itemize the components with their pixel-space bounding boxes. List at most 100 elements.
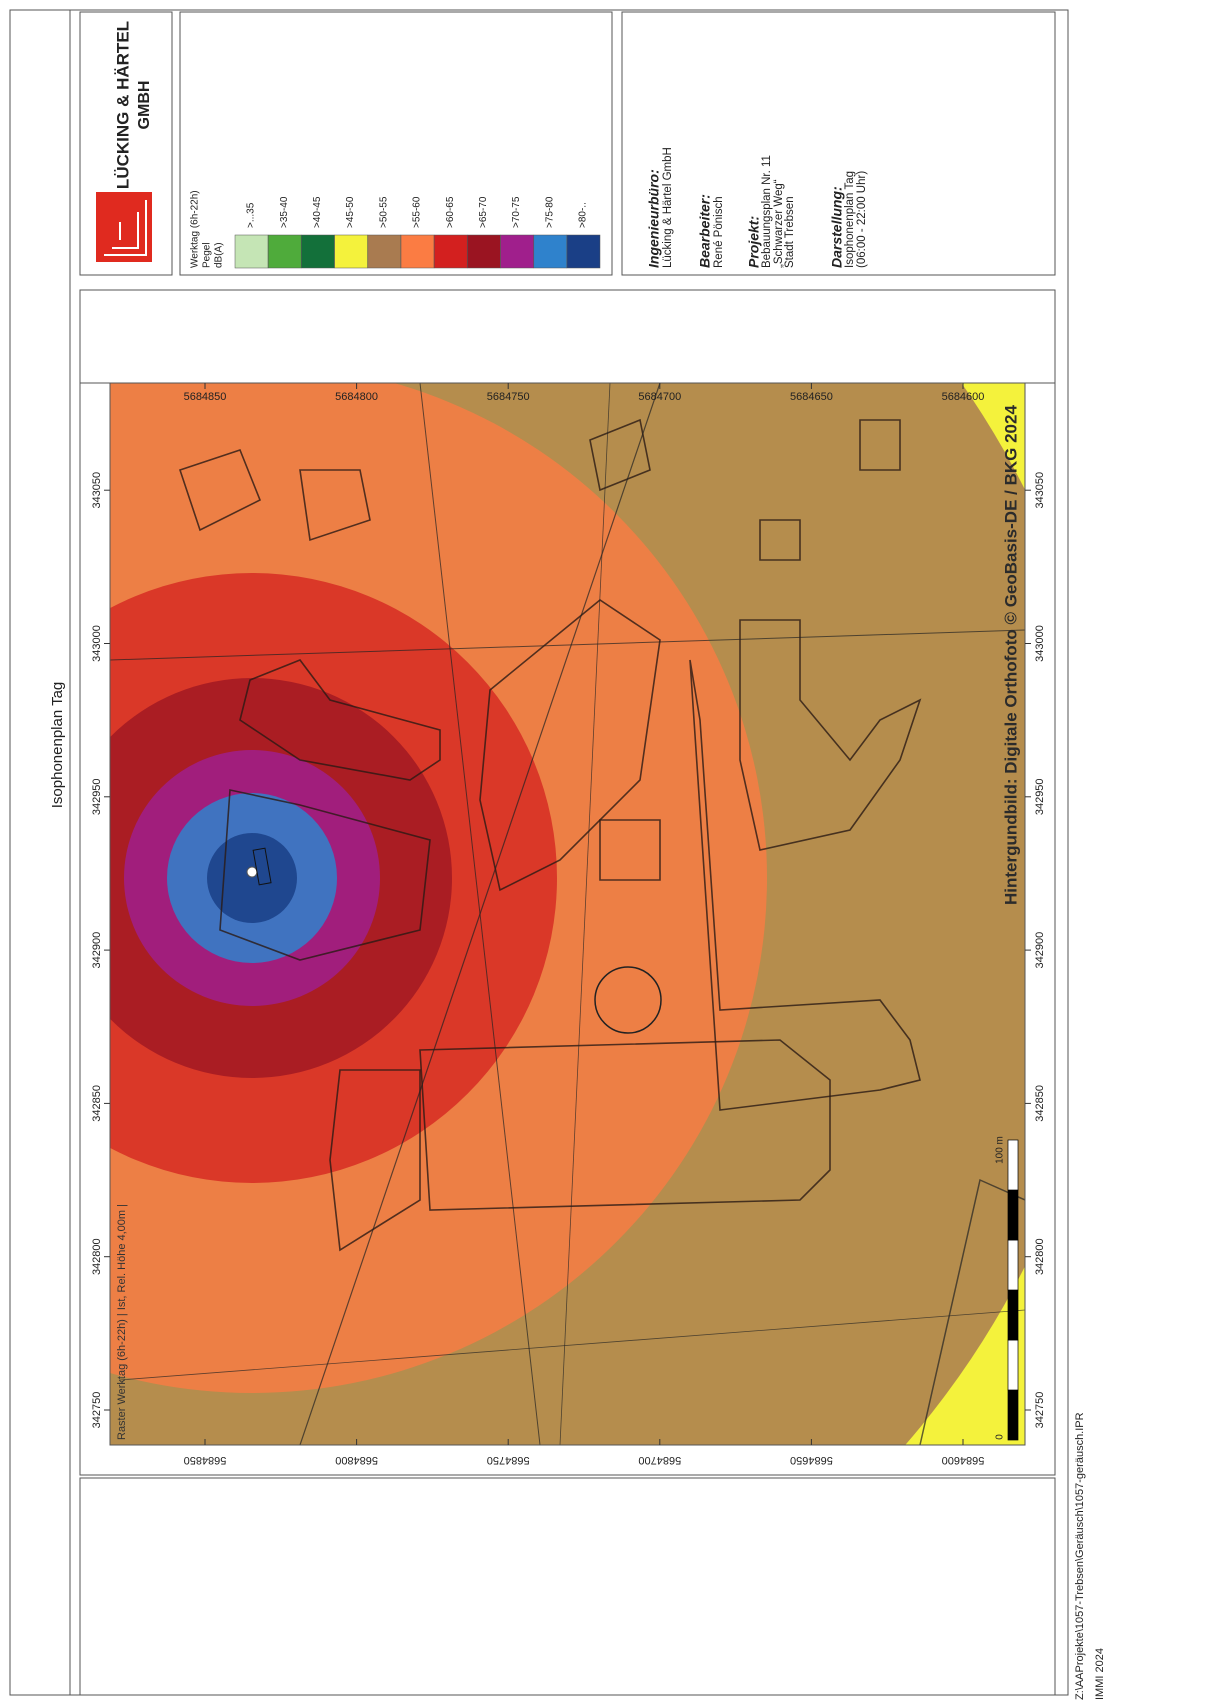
easting-label: 342850	[91, 1085, 103, 1122]
legend-swatch	[334, 234, 368, 269]
outline	[239, 659, 441, 781]
map-frame	[109, 382, 1026, 1446]
legend-label: >50-55	[378, 196, 389, 228]
outline	[178, 449, 262, 532]
northing-label: 5684650	[790, 1454, 833, 1466]
legend-label: >35-40	[279, 196, 290, 228]
outline	[219, 789, 431, 961]
outline	[299, 469, 371, 542]
legend-swatch	[500, 234, 534, 269]
easting-label: 342750	[91, 1392, 103, 1429]
info-value: René Pönisch	[713, 196, 725, 268]
legend-label: >75-80	[544, 196, 555, 228]
info-value: „Schwarzer Weg“	[773, 179, 785, 268]
legend-swatch	[367, 234, 402, 269]
scale-segment	[1007, 1389, 1019, 1441]
scale-segment	[1007, 1339, 1019, 1391]
road-line	[119, 1309, 1025, 1381]
scale-length: 100 m	[995, 1136, 1006, 1164]
legend-box	[179, 11, 613, 276]
legend-swatch	[433, 234, 468, 269]
info-label: Projekt:	[746, 216, 762, 268]
outline	[329, 1069, 421, 1252]
northing-label: 5684750	[487, 391, 530, 403]
logo-name: LÜCKING & HÄRTEL	[113, 21, 132, 189]
legend-swatch	[533, 234, 568, 269]
map	[110, 383, 1025, 1445]
legend-heading: dB(A)	[214, 242, 225, 268]
legend-label: >55-60	[412, 196, 423, 228]
roundabout	[594, 966, 662, 1034]
northing-label: 5684800	[335, 391, 378, 403]
outline	[759, 519, 801, 561]
easting-label: 343000	[1034, 625, 1046, 662]
footer-software: IMMI 2024	[1094, 1648, 1106, 1700]
northing-label: 5684600	[942, 391, 985, 403]
info-value: Stadt Trebsen	[784, 196, 796, 268]
northing-label: 5684700	[638, 1454, 681, 1466]
bottom-box	[79, 1477, 1056, 1696]
outline	[739, 619, 922, 851]
easting-label: 342800	[1034, 1238, 1046, 1275]
legend-swatch	[400, 234, 435, 269]
legend-heading: Werktag (6h-22h)	[190, 190, 201, 268]
scale-segment	[1007, 1189, 1019, 1241]
easting-label: 343000	[91, 625, 103, 662]
legend-label: >70-75	[511, 196, 522, 228]
easting-label: 342900	[91, 932, 103, 969]
easting-label: 342950	[91, 778, 103, 815]
northing-label: 5684750	[487, 1454, 530, 1466]
easting-label: 343050	[91, 472, 103, 509]
legend-label: >60-65	[445, 196, 456, 228]
info-label: Darstellung:	[829, 186, 845, 268]
logo-box	[79, 11, 173, 276]
info-label: Bearbeiter:	[697, 194, 713, 268]
raster-label: Raster Werktag (6h-22h) | Ist, Rel. Höhe…	[116, 1204, 128, 1440]
footer-path: Z:\AAProjekte\1057-Trebsen\Geräusch\1057…	[1074, 1412, 1086, 1700]
easting-label: 342750	[1034, 1392, 1046, 1429]
info-value: Lücking & Härtel GmbH	[662, 147, 674, 268]
noise-zone	[207, 833, 297, 923]
legend-label: >40-45	[312, 196, 323, 228]
outline	[599, 819, 661, 881]
info-box	[621, 11, 1056, 276]
northing-label: 5684700	[638, 391, 681, 403]
northing-label: 5684800	[335, 1454, 378, 1466]
easting-label: 342850	[1034, 1085, 1046, 1122]
info-label: Ingenieurbüro:	[646, 169, 662, 268]
outline	[859, 419, 901, 471]
scale-segment	[1007, 1139, 1019, 1191]
northing-label: 5684650	[790, 391, 833, 403]
legend-swatch	[234, 234, 269, 269]
scale-segment	[1007, 1239, 1019, 1291]
info-value: Bebauungsplan Nr. 11	[761, 155, 773, 268]
easting-label: 342800	[91, 1238, 103, 1275]
legend-swatch	[467, 234, 501, 269]
easting-label: 342900	[1034, 932, 1046, 969]
building-source	[252, 847, 272, 886]
outline	[589, 418, 651, 492]
info-value: Isophonenplan Tag	[844, 171, 856, 268]
legend-label: >65-70	[478, 196, 489, 228]
legend-heading: Pegel	[202, 242, 213, 268]
legend-swatch	[566, 234, 601, 269]
road-line	[110, 629, 1025, 661]
northing-label: 5684850	[184, 1454, 227, 1466]
logo-suffix: GMBH	[136, 81, 153, 130]
northing-label: 5684600	[942, 1454, 985, 1466]
info-value: (06:00 - 22:00 Uhr)	[856, 171, 868, 268]
legend-label: >80-..	[578, 202, 589, 228]
map-panel	[79, 289, 1056, 1476]
scale-segment	[1007, 1289, 1019, 1341]
attribution: Hintergundbild: Digitale Orthofoto © Geo…	[1001, 405, 1020, 905]
legend-label: >...35	[246, 202, 257, 228]
legend-swatch	[301, 234, 335, 269]
road-line	[299, 383, 661, 1445]
outline	[689, 659, 921, 1111]
northing-label: 5684850	[184, 391, 227, 403]
source	[246, 866, 258, 878]
easting-label: 343050	[1034, 472, 1046, 509]
legend-label: >45-50	[345, 196, 356, 228]
easting-label: 342950	[1034, 778, 1046, 815]
